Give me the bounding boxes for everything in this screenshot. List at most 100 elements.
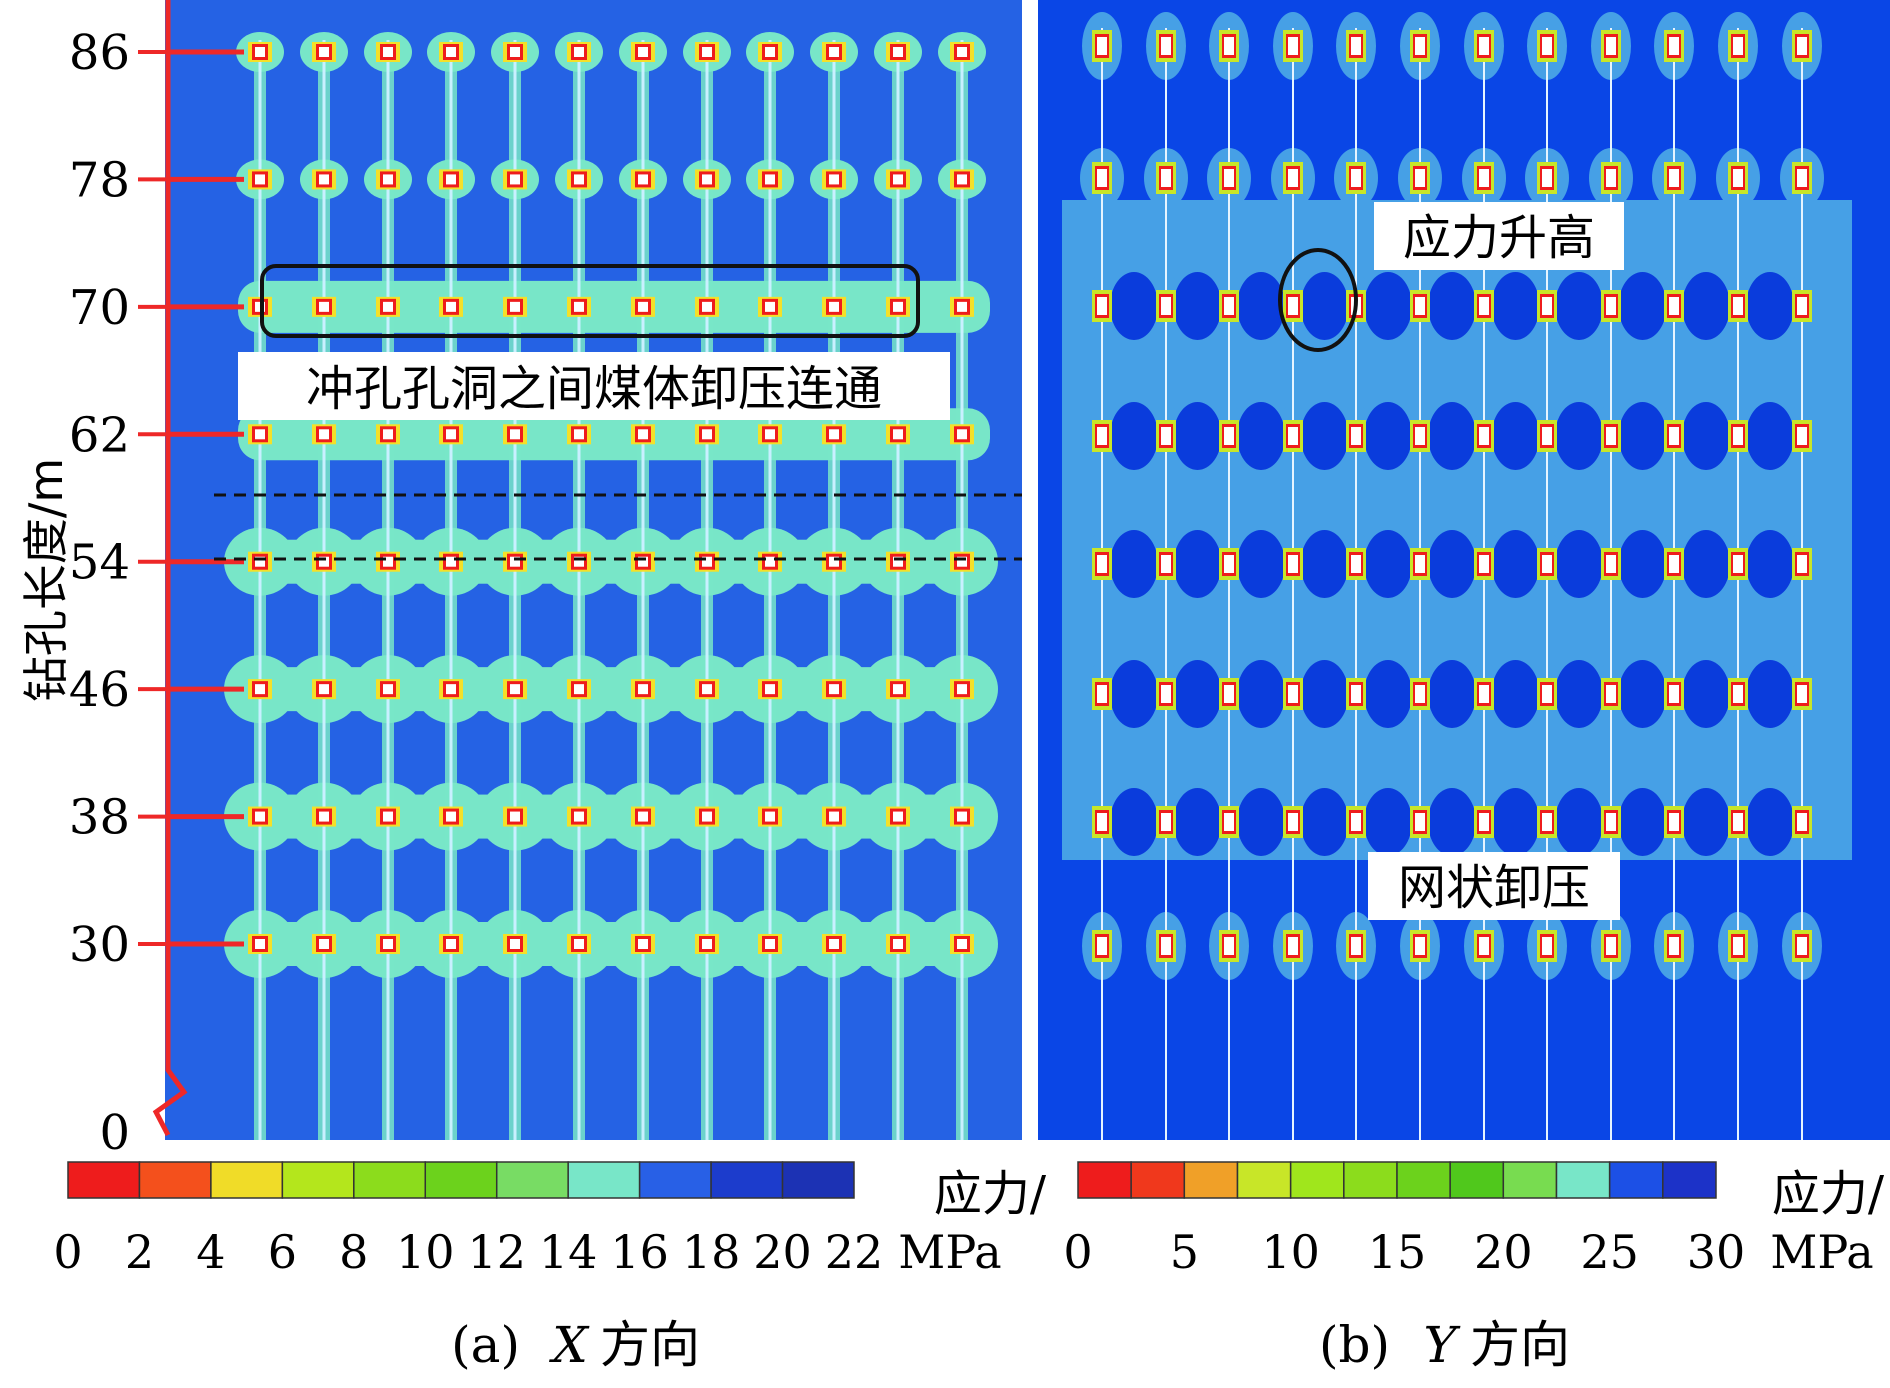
cavity	[1415, 427, 1425, 445]
cavity	[702, 684, 712, 695]
stress-concentration	[1300, 788, 1349, 856]
cavity	[1669, 169, 1679, 187]
cavity	[383, 174, 393, 185]
cavity	[702, 47, 712, 57]
cavity	[446, 939, 456, 949]
annotation-b-bottom: 网状卸压	[1398, 860, 1590, 916]
cavity	[765, 556, 775, 567]
legend-swatch	[1555, 1161, 1611, 1199]
cavity	[702, 939, 712, 949]
cavity	[255, 939, 265, 949]
annotation-b-top: 应力升高	[1403, 210, 1595, 266]
stress-concentration	[1110, 530, 1158, 598]
legend-swatch	[638, 1161, 712, 1199]
cavity	[1542, 169, 1552, 187]
stress-concentration	[1491, 530, 1540, 598]
cavity	[1224, 937, 1234, 955]
cavity	[255, 811, 265, 822]
cavity	[510, 939, 520, 949]
legend-tick-label: 0	[1063, 1225, 1092, 1279]
stress-concentration	[1555, 272, 1603, 340]
cavity	[893, 556, 903, 567]
cavity	[1733, 169, 1743, 187]
cavity	[446, 174, 456, 185]
cavity	[893, 684, 903, 695]
cavity	[319, 429, 329, 440]
legend-swatch	[1183, 1161, 1239, 1199]
cavity	[1542, 555, 1552, 573]
cavity	[957, 301, 967, 312]
legend-swatch	[210, 1161, 284, 1199]
stress-concentration	[1491, 272, 1540, 340]
cavity	[1797, 685, 1807, 703]
cavity	[638, 174, 648, 185]
stress-concentration	[1428, 272, 1476, 340]
legend-swatch	[1662, 1161, 1717, 1199]
tick-label: 62	[69, 407, 130, 463]
cavity	[1542, 37, 1552, 55]
cavity	[1288, 813, 1298, 831]
cavity	[383, 47, 393, 57]
cavity	[1479, 813, 1489, 831]
cavity	[957, 939, 967, 949]
legend-tick-label: 5	[1170, 1225, 1199, 1279]
cavity	[383, 301, 393, 312]
stress-concentration	[1618, 402, 1667, 470]
legend-swatch	[1608, 1161, 1664, 1199]
legend-swatch	[567, 1161, 641, 1199]
cavity	[574, 939, 584, 949]
stress-concentration	[1300, 272, 1349, 340]
legend-b: 0 5 10 15 20 25 30	[1063, 1161, 1745, 1279]
cavity	[765, 47, 775, 57]
cavity	[1097, 37, 1107, 55]
stress-concentration	[1746, 272, 1794, 340]
legend-tick-label: 16	[610, 1225, 669, 1279]
cavity	[1542, 297, 1552, 315]
cavity	[1669, 685, 1679, 703]
cavity	[1224, 37, 1234, 55]
cavity	[1542, 937, 1552, 955]
cavity	[383, 556, 393, 567]
legend-b-unit-top: 应力/	[1772, 1166, 1885, 1222]
stress-concentration	[1364, 530, 1412, 598]
legend-b-unit-bottom: MPa	[1770, 1225, 1873, 1279]
cavity	[574, 47, 584, 57]
tick-label: 38	[69, 790, 130, 846]
legend-tick-label: 10	[1261, 1225, 1320, 1279]
caption-a: (a) X 方向	[451, 1316, 700, 1374]
stress-concentration	[1618, 530, 1667, 598]
cavity	[702, 174, 712, 185]
legend-tick-label: 18	[682, 1225, 741, 1279]
legend-a-unit-top: 应力/	[934, 1166, 1047, 1222]
cavity	[1161, 937, 1171, 955]
cavity	[319, 684, 329, 695]
cavity	[255, 556, 265, 567]
cavity	[829, 811, 839, 822]
stress-concentration	[1555, 788, 1603, 856]
cavity	[319, 939, 329, 949]
legend-swatch	[424, 1161, 498, 1199]
cavity	[1161, 427, 1171, 445]
stress-concentration	[1173, 530, 1222, 598]
cavity	[1288, 37, 1298, 55]
cavity	[957, 811, 967, 822]
stress-concentration	[1682, 272, 1730, 340]
stress-concentration	[1110, 272, 1158, 340]
cavity	[1288, 427, 1298, 445]
cavity	[446, 47, 456, 57]
legend-swatch	[1077, 1161, 1132, 1199]
cavity	[1097, 169, 1107, 187]
cavity	[1479, 297, 1489, 315]
cavity	[1606, 937, 1616, 955]
cavity	[638, 429, 648, 440]
cavity	[1542, 427, 1552, 445]
stress-concentration	[1237, 660, 1285, 728]
stress-concentration	[1618, 660, 1667, 728]
highlight-ellipse-b	[1278, 248, 1358, 352]
cavity	[638, 301, 648, 312]
stress-concentration	[1428, 530, 1476, 598]
stress-concentration	[1491, 660, 1540, 728]
legend-swatch	[138, 1161, 212, 1199]
legend-swatch	[1236, 1161, 1292, 1199]
